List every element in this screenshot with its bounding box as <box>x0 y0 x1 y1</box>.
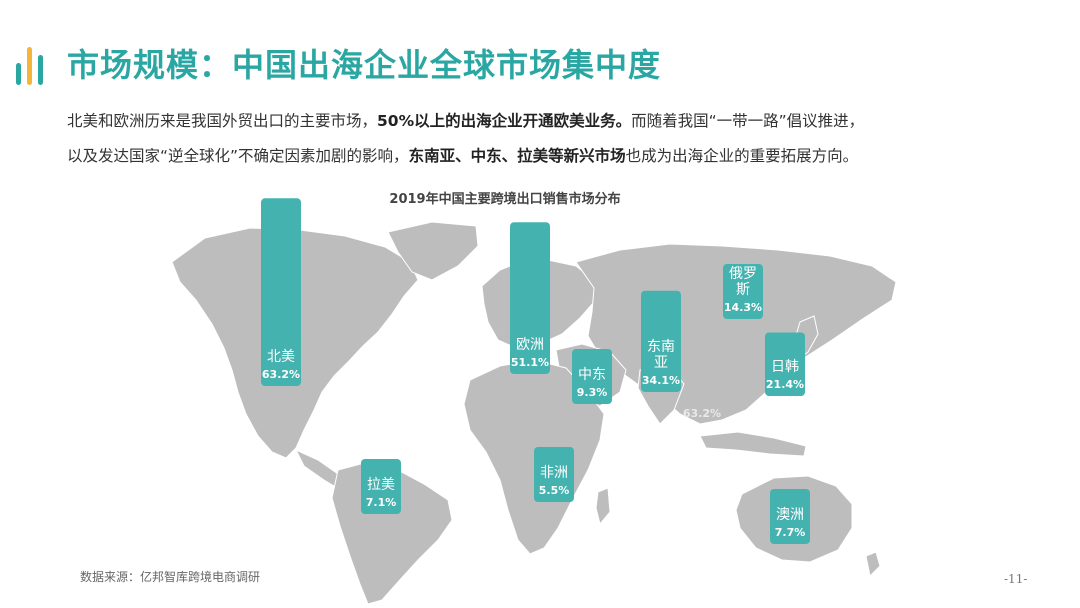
region-bar <box>641 290 681 392</box>
region-value-label: 5.5% <box>539 484 570 497</box>
region-value-label: 14.3% <box>724 301 762 314</box>
region-label: 拉美 <box>367 477 395 493</box>
region-label: 非洲 <box>540 465 568 481</box>
map-indonesia <box>699 431 807 457</box>
region-value-label: 34.1% <box>642 374 680 387</box>
region-label: 欧洲 <box>516 337 544 353</box>
region-bar <box>510 222 550 374</box>
region-value-label: 63.2% <box>262 368 300 381</box>
intro-highlight: 东南亚、中东、拉美等新兴市场 <box>408 147 626 165</box>
region-label: 日韩 <box>771 359 799 375</box>
logo-bar <box>27 47 32 85</box>
map-watermark-label: 63.2% <box>683 407 721 420</box>
page-number: -11- <box>1004 572 1028 586</box>
region-label: 澳洲 <box>776 507 804 523</box>
region-value-label: 21.4% <box>766 378 804 391</box>
region-label: 北美 <box>267 349 295 365</box>
intro-text-segment: 以及发达国家“逆全球化”不确定因素加剧的影响， <box>67 147 409 165</box>
region-value-label: 7.7% <box>775 526 806 539</box>
intro-highlight: 50%以上的出海企业开通欧美业务。 <box>377 112 632 130</box>
intro-text-segment: 北美和欧洲历来是我国外贸出口的主要市场， <box>67 112 378 130</box>
region-label: 东南 <box>647 339 675 355</box>
region-bar <box>361 459 401 514</box>
map-new-zealand <box>865 551 881 578</box>
logo-bar <box>38 55 43 85</box>
region-value-label: 9.3% <box>577 386 608 399</box>
intro-line-1: 北美和欧洲历来是我国外贸出口的主要市场，50%以上的出海企业开通欧美业务。而随着… <box>67 104 1027 139</box>
region-bar <box>572 349 612 404</box>
region-bar <box>770 489 810 544</box>
logo-bar <box>16 63 21 85</box>
bar-chart-logo-icon <box>14 47 46 85</box>
map-greenland <box>387 221 479 281</box>
chart-title: 2019年中国主要跨境出口销售市场分布 <box>389 192 621 207</box>
data-source: 数据来源：亿邦智库跨境电商调研 <box>80 570 261 584</box>
region-label: 亚 <box>654 355 668 371</box>
region-value-label: 51.1% <box>511 356 549 369</box>
region-value-label: 7.1% <box>366 496 397 509</box>
region-bar <box>723 264 763 319</box>
intro-line-2: 以及发达国家“逆全球化”不确定因素加剧的影响，东南亚、中东、拉美等新兴市场也成为… <box>67 139 1027 174</box>
page-title: 市场规模：中国出海企业全球市场集中度 <box>67 46 662 84</box>
region-bar <box>261 198 301 386</box>
region-label: 斯 <box>736 282 750 298</box>
intro-text: 北美和欧洲历来是我国外贸出口的主要市场，50%以上的出海企业开通欧美业务。而随着… <box>67 104 1027 174</box>
region-label: 俄罗 <box>729 266 757 282</box>
map-madagascar <box>595 487 611 526</box>
region-bars: 北美 63.2% 欧洲 51.1% 中东 9.3% 东南亚 34.1% 俄罗斯 14.3% 日韩 21… <box>261 198 810 544</box>
intro-text-segment: 而随着我国“一带一路”倡议推进， <box>631 112 865 130</box>
intro-text-segment: 也成为出海企业的重要拓展方向。 <box>625 147 859 165</box>
region-bar <box>765 332 805 396</box>
region-bar <box>534 447 574 502</box>
region-label: 中东 <box>578 367 606 383</box>
